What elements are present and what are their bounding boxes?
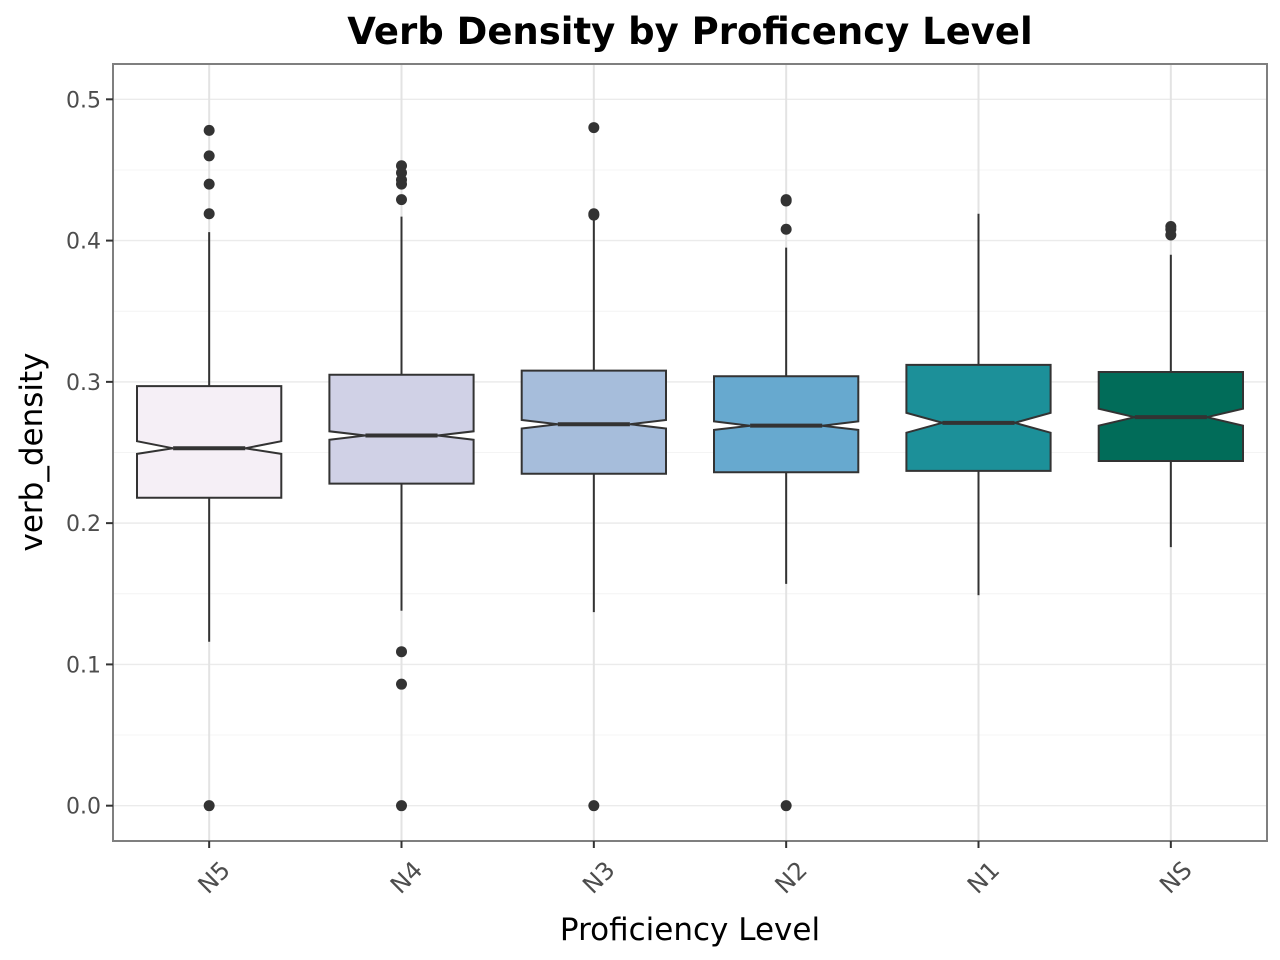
y-axis-title: verb_density [14,352,50,551]
box-body [905,363,1052,472]
outlier-point [780,800,792,812]
box-plots [136,122,1244,812]
outlier-point [203,800,215,812]
outlier-point [588,800,600,812]
outlier-point [396,194,407,206]
outlier-point [203,178,215,190]
outlier-point [396,178,407,190]
y-tick-label: 0.1 [66,653,101,678]
y-tick-label: 0.3 [66,371,101,396]
box-body [328,373,475,485]
box-body [136,385,283,499]
chart-title: Verb Density by Proficency Level [347,10,1032,53]
outlier-point [203,150,215,162]
box-n3 [520,122,667,812]
y-tick-label: 0.4 [66,230,101,255]
outlier-point [396,678,407,690]
outlier-point [780,195,792,207]
outlier-point [203,208,215,220]
outlier-point [588,122,600,134]
outlier-point [1165,229,1177,241]
box-body [520,369,667,475]
panel-border [112,63,1268,842]
y-tick-label: 0.2 [66,512,101,537]
y-tick-label: 0.0 [66,795,101,820]
outlier-point [780,223,792,235]
outlier-point [396,800,407,812]
box-n4 [328,160,475,812]
outlier-point [396,646,407,658]
box-ns [1097,220,1244,548]
outlier-point [203,124,215,136]
x-axis-title: Proficiency Level [560,912,820,948]
y-tick-label: 0.5 [66,88,101,113]
box-n5 [136,124,283,812]
outlier-point [588,209,600,221]
box-n2 [713,194,860,812]
box-n1 [905,213,1052,596]
